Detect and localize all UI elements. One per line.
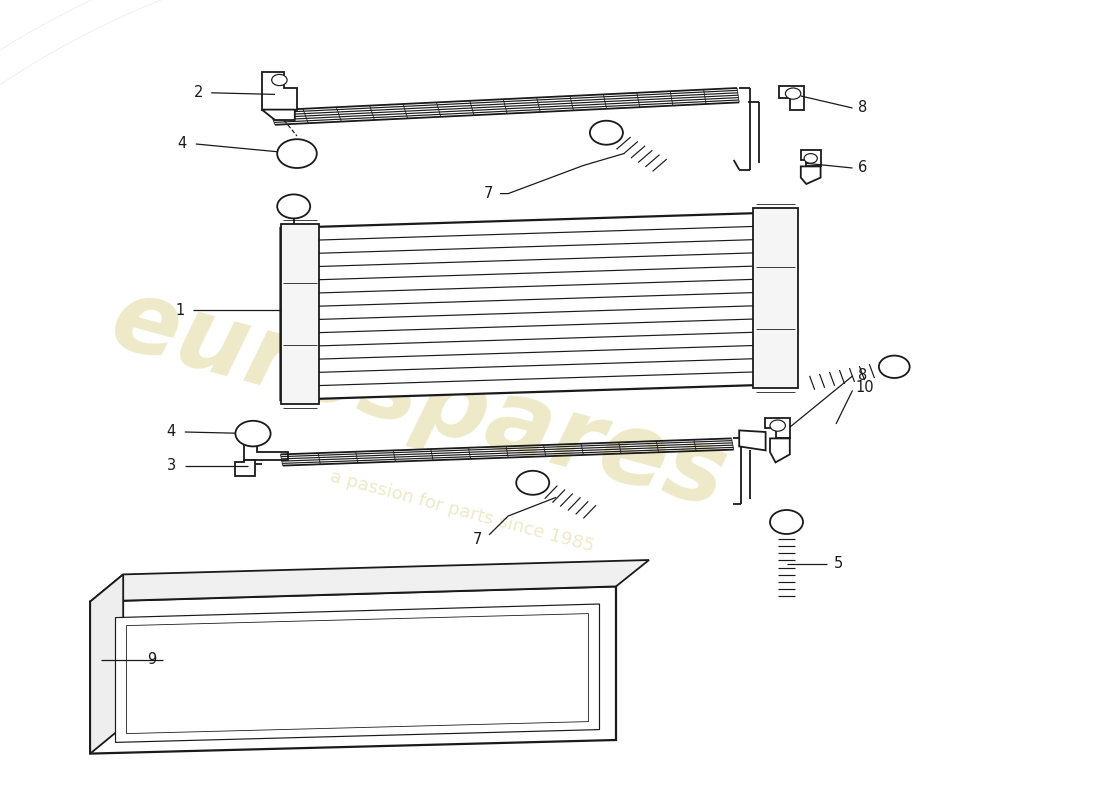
Circle shape xyxy=(879,355,910,378)
Text: 8: 8 xyxy=(858,101,867,115)
Text: 7: 7 xyxy=(483,186,493,201)
Polygon shape xyxy=(754,208,798,388)
Text: 9: 9 xyxy=(147,653,156,667)
Text: 4: 4 xyxy=(167,425,176,439)
Polygon shape xyxy=(764,418,790,438)
Text: 7: 7 xyxy=(472,532,482,546)
Polygon shape xyxy=(262,110,295,120)
Circle shape xyxy=(277,139,317,168)
Text: 3: 3 xyxy=(167,458,176,473)
Polygon shape xyxy=(235,460,255,476)
Text: 5: 5 xyxy=(834,557,843,571)
Circle shape xyxy=(277,194,310,218)
Circle shape xyxy=(770,510,803,534)
Polygon shape xyxy=(90,574,123,754)
Polygon shape xyxy=(801,166,821,184)
Circle shape xyxy=(243,426,263,441)
Polygon shape xyxy=(126,614,588,734)
Text: a passion for parts since 1985: a passion for parts since 1985 xyxy=(328,468,596,556)
Text: 4: 4 xyxy=(178,137,187,151)
Polygon shape xyxy=(262,72,297,110)
Text: 2: 2 xyxy=(194,86,204,100)
Polygon shape xyxy=(90,560,649,602)
Text: eurospares: eurospares xyxy=(100,271,736,529)
Polygon shape xyxy=(280,212,792,400)
Polygon shape xyxy=(280,224,319,404)
Polygon shape xyxy=(801,150,821,166)
Text: 6: 6 xyxy=(858,161,867,175)
Text: 1: 1 xyxy=(176,303,185,318)
Circle shape xyxy=(785,88,801,99)
Polygon shape xyxy=(116,604,600,742)
Circle shape xyxy=(590,121,623,145)
Circle shape xyxy=(804,154,817,163)
Polygon shape xyxy=(90,586,616,754)
Text: 10: 10 xyxy=(856,381,875,395)
Circle shape xyxy=(272,74,287,86)
Polygon shape xyxy=(770,438,790,462)
Circle shape xyxy=(286,146,308,162)
Circle shape xyxy=(770,420,785,431)
Polygon shape xyxy=(739,430,766,450)
Circle shape xyxy=(516,470,549,494)
Circle shape xyxy=(235,421,271,446)
Polygon shape xyxy=(779,86,804,110)
Polygon shape xyxy=(244,442,288,460)
Text: 8: 8 xyxy=(858,369,867,383)
